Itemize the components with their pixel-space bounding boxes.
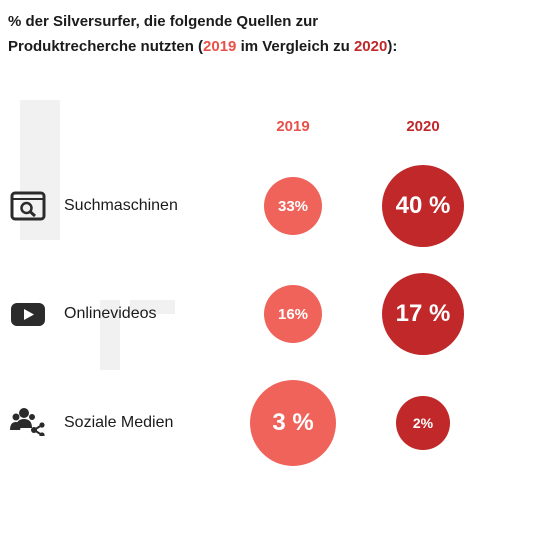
title-year-2019: 2019 — [203, 38, 237, 55]
bubble-2020-online-videos: 17 % — [382, 273, 464, 355]
bubble-label: 3 % — [272, 409, 314, 436]
title-suffix: ): — [387, 38, 398, 55]
bubble-label: 40 % — [395, 192, 451, 219]
bubble-2019-social-media: 3 % — [250, 380, 336, 466]
category-label-search-engines: Suchmaschinen — [64, 197, 178, 214]
column-header-2019: 2019 — [276, 118, 310, 135]
bubble-label: 33% — [277, 197, 309, 215]
bubble-label: 2% — [412, 415, 434, 431]
category-label-online-videos: Onlinevideos — [64, 305, 157, 322]
search-icon — [10, 191, 46, 221]
background-watermark — [20, 100, 175, 370]
column-header-2020: 2020 — [406, 118, 440, 135]
title-prefix: Produktrecherche nutzten ( — [8, 38, 204, 55]
bubble-2020-search-engines: 40 % — [382, 165, 464, 247]
bubble-2020-social-media: 2% — [396, 396, 450, 450]
bubble-2019-search-engines: 33% — [264, 177, 322, 235]
chart-title: % der Silversurfer, die folgende Quellen… — [8, 9, 548, 59]
category-label-social-media: Soziale Medien — [64, 414, 174, 431]
title-line-1: % der Silversurfer, die folgende Quellen… — [8, 13, 319, 30]
title-middle: im Vergleich zu — [236, 38, 354, 55]
bubble-2019-online-videos: 16% — [264, 285, 322, 343]
bubble-label: 16% — [277, 305, 309, 323]
bubble-label: 17 % — [395, 300, 451, 327]
title-year-2020: 2020 — [353, 38, 388, 55]
video-play-icon — [11, 303, 45, 326]
title-line-2: Produktrecherche nutzten (2019 im Vergle… — [8, 34, 548, 59]
social-network-icon — [10, 408, 45, 436]
